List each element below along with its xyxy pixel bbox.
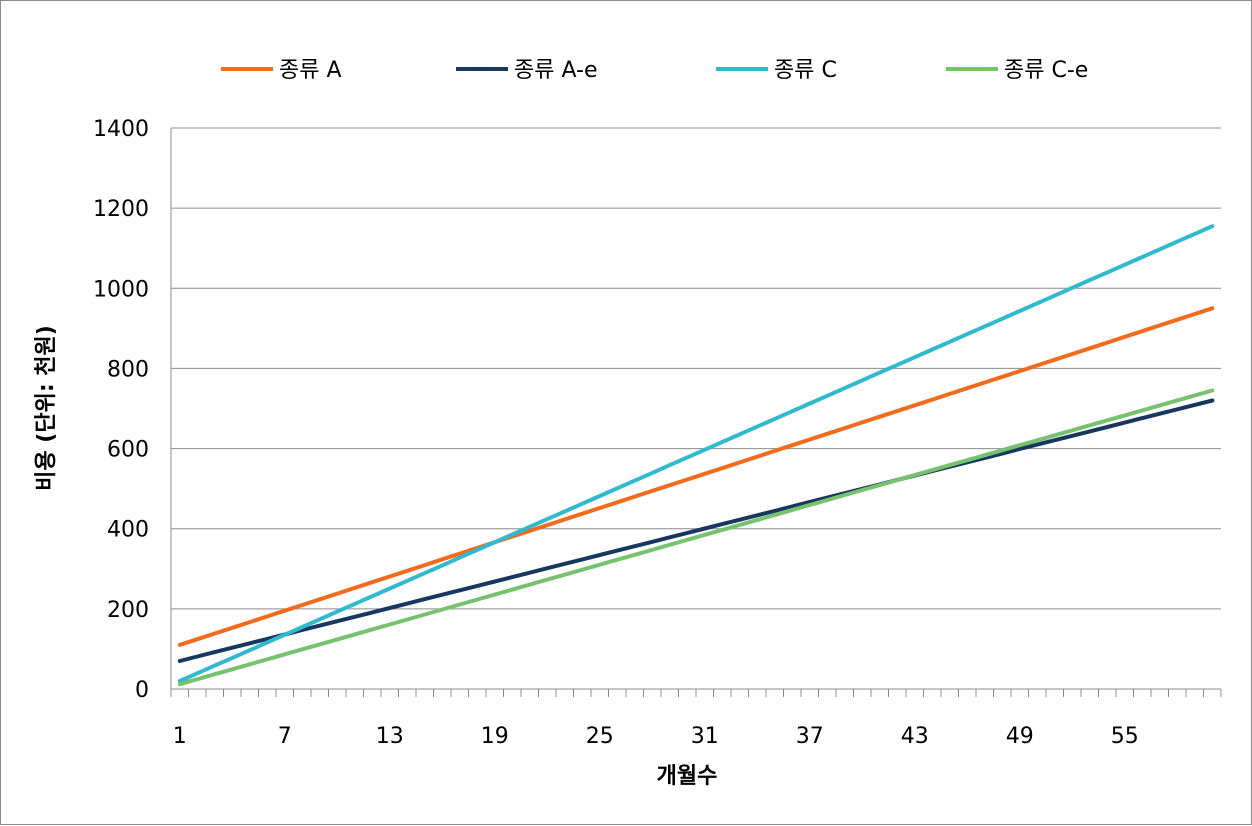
y-tick-label: 400 (107, 518, 149, 543)
x-tick-label: 43 (901, 724, 929, 749)
axes (170, 128, 1221, 690)
series-lines (177, 224, 1215, 687)
x-tick-label: 37 (796, 724, 824, 749)
y-tick-label: 1400 (93, 117, 149, 142)
y-tick-label: 1200 (93, 197, 149, 222)
x-tick-label: 1 (173, 724, 187, 749)
series-line-1 (177, 306, 1215, 647)
x-axis-ticks (170, 689, 1222, 697)
legend: 종류 A 종류 A-e 종류 C 종류 C-e (221, 58, 1088, 83)
y-tick-label: 600 (107, 438, 149, 463)
series-line-3 (177, 224, 1215, 683)
legend-label: 종류 A-e (514, 58, 598, 83)
legend-label: 종류 C-e (1004, 58, 1088, 83)
y-tick-label: 200 (107, 598, 149, 623)
series-line-4 (177, 388, 1215, 687)
y-tick-label: 1000 (93, 277, 149, 302)
legend-label: 종류 C (774, 58, 837, 83)
gridlines (171, 127, 1221, 610)
x-tick-label: 13 (376, 724, 404, 749)
y-axis-title: 비용 (단위: 천원) (34, 325, 59, 491)
x-tick-label: 55 (1111, 724, 1139, 749)
x-tick-label: 19 (481, 724, 509, 749)
x-tick-label: 25 (586, 724, 614, 749)
y-axis-tick-labels: 0 200 400 600 800 1000 1200 1400 (93, 117, 149, 703)
x-axis-title: 개월수 (657, 764, 718, 789)
y-tick-label: 0 (135, 678, 149, 703)
x-tick-label: 31 (691, 724, 719, 749)
series-line-2 (177, 398, 1215, 663)
x-tick-label: 7 (278, 724, 292, 749)
x-axis-tick-labels: 1 7 13 19 25 31 37 43 49 55 (173, 724, 1139, 749)
y-tick-label: 800 (107, 357, 149, 382)
x-tick-label: 49 (1006, 724, 1034, 749)
legend-label: 종류 A (279, 58, 342, 83)
